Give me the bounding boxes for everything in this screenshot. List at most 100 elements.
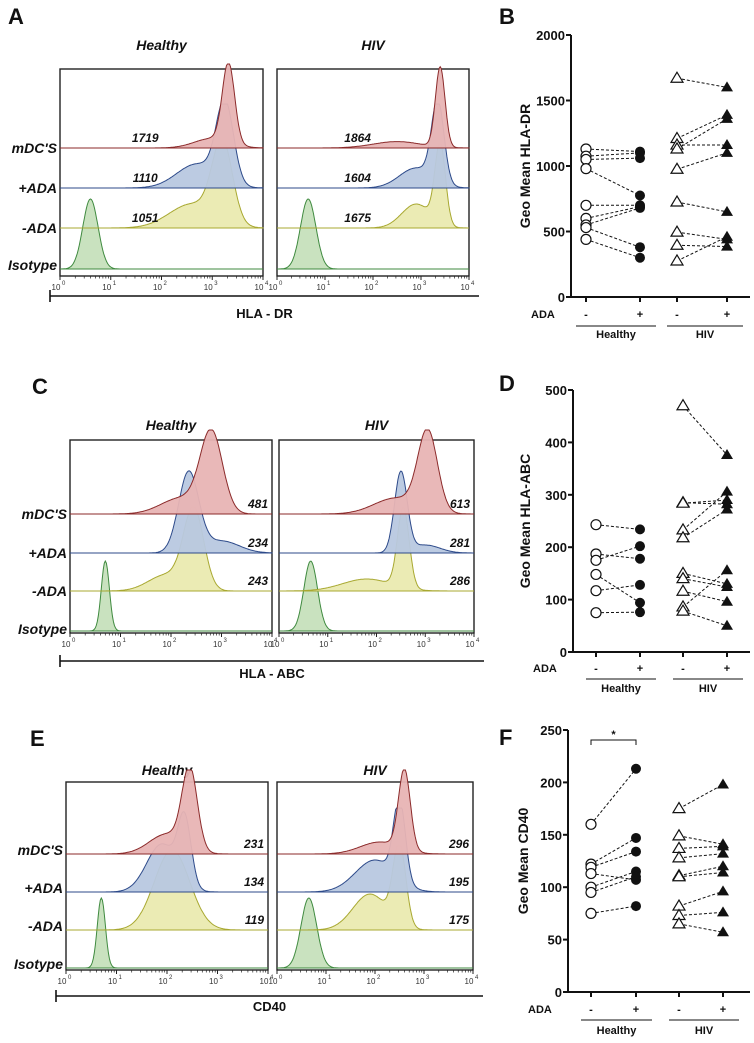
point-plus-ada-healthy: [631, 871, 641, 882]
pair-line: [585, 227, 641, 248]
pair-line: [682, 569, 728, 608]
panel-letter: D: [499, 371, 515, 396]
x-tick-label: 10: [260, 977, 269, 986]
x-tick-label: 10: [317, 283, 326, 292]
x-tick-label: 10: [58, 977, 67, 986]
point-minus-ada-healthy: [590, 554, 602, 566]
pair-line: [585, 207, 641, 226]
x-tick-label: 10: [416, 977, 425, 986]
point-minus-ada-healthy: [590, 519, 602, 531]
pair-line: [595, 574, 641, 604]
pair-line: [682, 499, 728, 504]
x-tick-exponent: 3: [214, 281, 218, 287]
condition-title: Healthy: [146, 417, 198, 433]
row-label: mDC'S: [18, 842, 64, 858]
mfi-value: 296: [448, 837, 469, 851]
pair-line: [676, 118, 728, 150]
x-tick-exponent: 3: [220, 975, 224, 981]
mfi-value: 1675: [344, 211, 371, 225]
histogram-trace-mdc: [60, 63, 264, 149]
mfi-value: 481: [247, 497, 268, 511]
point-minus-ada-hiv: [671, 916, 687, 929]
point-minus-ada-hiv: [669, 162, 685, 174]
point-minus-ada-hiv: [671, 828, 687, 841]
point-minus-ada-hiv: [671, 850, 687, 863]
mfi-value: 231: [243, 837, 264, 851]
x-tick-label: -: [681, 663, 685, 675]
scatter-panel-F: F 0 50 100 150 200 250 Geo Mean CD40 - + - + ADA Heal…: [499, 723, 750, 1037]
row-label: +ADA: [28, 545, 67, 561]
x-axis-label: HLA - DR: [236, 306, 293, 321]
ada-label: ADA: [531, 309, 555, 321]
point-plus-ada-hiv: [721, 112, 733, 123]
y-tick-label: 50: [548, 933, 562, 948]
mfi-value: 613: [450, 497, 470, 511]
x-tick-exponent: 3: [423, 281, 427, 287]
point-plus-ada-hiv: [721, 581, 733, 592]
pair-line: [678, 890, 724, 907]
x-axis-label: CD40: [253, 999, 286, 1014]
x-tick-exponent: 0: [279, 281, 283, 287]
panel-letter: E: [30, 726, 45, 751]
x-tick-exponent: 1: [119, 975, 123, 981]
point-minus-ada-hiv: [675, 584, 691, 596]
group-label: Healthy: [601, 683, 642, 695]
mfi-value: 1051: [132, 211, 159, 225]
y-tick-label: 0: [555, 985, 562, 1000]
point-plus-ada-hiv: [721, 448, 733, 459]
pair-line: [676, 231, 728, 240]
point-minus-ada-healthy: [580, 221, 592, 234]
y-tick-label: 200: [545, 540, 567, 555]
mfi-value: 281: [449, 536, 470, 550]
y-tick-label: 300: [545, 488, 567, 503]
point-minus-ada-hiv: [669, 141, 685, 154]
point-plus-ada-hiv: [717, 906, 729, 917]
row-label: -ADA: [32, 583, 67, 599]
x-tick-exponent: 4: [265, 281, 269, 287]
pair-line: [590, 768, 637, 825]
x-tick-exponent: 4: [471, 281, 475, 287]
mfi-value: 243: [247, 574, 268, 588]
pair-line: [676, 244, 728, 248]
x-tick-exponent: 1: [330, 638, 334, 644]
x-tick-label: 10: [102, 283, 111, 292]
pair-line: [585, 157, 641, 160]
mfi-value: 1864: [344, 131, 371, 145]
point-plus-ada-healthy: [631, 832, 641, 843]
histogram-trace-minus-ada: [279, 506, 474, 592]
y-tick-label: 1000: [536, 159, 565, 174]
mfi-value: 134: [244, 875, 264, 889]
point-plus-ada-hiv: [721, 230, 733, 241]
x-tick-exponent: 3: [427, 638, 431, 644]
y-tick-label: 0: [558, 290, 565, 305]
point-minus-ada-healthy: [590, 607, 602, 619]
pair-line: [678, 835, 724, 845]
point-plus-ada-healthy: [635, 252, 645, 263]
histogram-trace-isotype: [277, 897, 473, 969]
point-minus-ada-hiv: [675, 398, 691, 411]
panel-letter: F: [499, 725, 512, 750]
pair-line: [676, 236, 728, 262]
point-plus-ada-healthy: [635, 597, 645, 608]
x-tick-exponent: 4: [274, 638, 278, 644]
pair-line: [595, 611, 641, 614]
pair-line: [682, 509, 728, 539]
point-minus-ada-hiv: [669, 194, 685, 207]
histogram-trace-minus-ada: [277, 845, 473, 931]
pair-line: [585, 238, 641, 259]
x-tick-label: 10: [367, 977, 376, 986]
point-plus-ada-healthy: [635, 579, 645, 590]
x-tick-exponent: 1: [327, 281, 331, 287]
x-tick-exponent: 4: [475, 975, 479, 981]
mfi-value: 175: [449, 913, 469, 927]
pair-line: [585, 168, 641, 196]
pair-line: [682, 572, 728, 585]
point-plus-ada-hiv: [717, 778, 729, 789]
pair-line: [678, 853, 724, 859]
x-tick-exponent: 2: [164, 281, 168, 287]
